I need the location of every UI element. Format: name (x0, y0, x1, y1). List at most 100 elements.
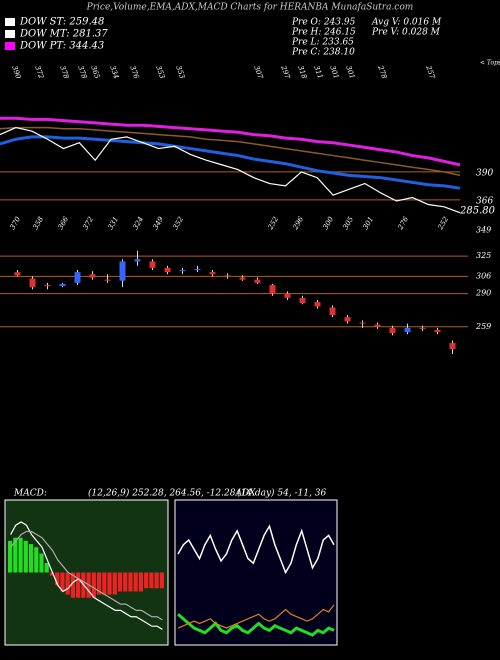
histogram-bar (18, 537, 23, 573)
top-label: 318 (296, 65, 308, 81)
candle-body (374, 324, 381, 327)
info-text: Pre C: 238.10 (291, 48, 355, 58)
top-label: 353 (154, 65, 166, 81)
candle-body (179, 270, 186, 272)
histogram-bar (44, 563, 49, 573)
histogram-bar (159, 572, 164, 589)
bottom-label: 305 (342, 215, 356, 231)
candle-body (74, 272, 81, 283)
info-text: Avg V: 0.016 M (371, 18, 442, 28)
bottom-label: 366 (57, 215, 71, 231)
histogram-bar (123, 572, 128, 592)
candle-body (224, 275, 231, 277)
legend-label: DOW PT: 344.43 (19, 41, 104, 52)
legend-label: DOW MT: 281.37 (19, 29, 108, 40)
candle-body (14, 272, 21, 276)
candle-body (209, 272, 216, 275)
candle-body (149, 261, 156, 268)
candle-body (434, 330, 441, 333)
candle-body (44, 285, 51, 287)
histogram-bar (39, 553, 44, 573)
candle-body (314, 302, 321, 307)
series-line (0, 135, 461, 190)
top-label: 378 (58, 65, 70, 81)
candle-body (344, 317, 351, 322)
candle-body (284, 293, 291, 298)
top-label: 307 (252, 65, 264, 81)
histogram-bar (28, 544, 34, 573)
bottom-label: 349 (152, 215, 166, 231)
series-line (0, 116, 461, 167)
candle-body (194, 268, 201, 270)
candle-body (404, 327, 411, 333)
top-label: 257 (424, 64, 437, 81)
histogram-bar (138, 572, 144, 592)
candle-body (254, 279, 261, 283)
top-label: 390 (10, 65, 22, 81)
series-line (177, 524, 335, 575)
y-tick-label: 306 (476, 271, 491, 280)
bottom-label: 372 (82, 215, 96, 231)
histogram-bar (13, 537, 18, 573)
candle-body (29, 278, 36, 288)
histogram-bar (133, 572, 138, 592)
top-label: 311 (312, 65, 324, 80)
candle-body (269, 285, 276, 294)
top-label: 378 (76, 65, 88, 81)
top-label: 334 (108, 65, 120, 80)
bottom-label: 324 (132, 215, 146, 231)
candle-body (449, 342, 456, 350)
legend-label: DOW ST: 259.48 (19, 17, 104, 28)
histogram-bar (60, 572, 65, 592)
top-label: 301 (344, 65, 356, 80)
series-line (0, 126, 461, 214)
y-tick-label: 366 (476, 196, 493, 206)
top-label: 297 (279, 64, 292, 81)
series-line (10, 521, 163, 630)
top-label: 365 (89, 65, 101, 81)
bottom-label: 252 (266, 215, 280, 232)
histogram-bar (91, 572, 96, 598)
candle-body (104, 279, 111, 281)
histogram-bar (23, 540, 28, 573)
histogram-bar (96, 572, 102, 595)
series-line (0, 126, 461, 177)
top-label: 376 (128, 65, 140, 81)
bottom-label: 301 (362, 215, 376, 231)
candle-body (359, 322, 366, 324)
bottom-label: 370 (9, 215, 23, 231)
y-tick-label: 259 (475, 322, 491, 331)
bottom-label: 352 (172, 215, 186, 231)
candle-body (164, 267, 171, 273)
candle-body (59, 283, 66, 287)
candle-body (389, 327, 396, 334)
bottom-label: 300 (322, 215, 336, 231)
histogram-bar (34, 547, 39, 573)
histogram-bar (144, 572, 149, 589)
y-tick-label: 349 (476, 225, 491, 234)
bottom-label: 296 (291, 215, 305, 232)
candle-body (329, 307, 336, 315)
panel-title: MACD: (13, 489, 47, 499)
candle-body (299, 297, 306, 304)
info-text: Pre V: 0.028 M (371, 28, 441, 38)
histogram-bar (112, 572, 117, 595)
histogram-bar (149, 572, 154, 589)
bottom-label: 331 (107, 215, 121, 231)
bottom-label: 252 (436, 215, 450, 232)
info-text: Pre H: 246.15 (291, 28, 356, 38)
histogram-bar (8, 540, 13, 573)
legend-swatch (5, 30, 15, 38)
adx-panel (174, 499, 338, 646)
legend-swatch (5, 18, 15, 26)
histogram-bar (154, 572, 159, 589)
tops-note: < Tops (480, 60, 500, 67)
histogram-bar (128, 572, 133, 592)
histogram-bar (117, 572, 123, 592)
top-label: 301 (328, 65, 340, 80)
histogram-bar (76, 572, 81, 598)
legend-swatch (5, 42, 15, 50)
info-text: Pre O: 243.95 (291, 18, 356, 28)
histogram-bar (55, 572, 60, 586)
